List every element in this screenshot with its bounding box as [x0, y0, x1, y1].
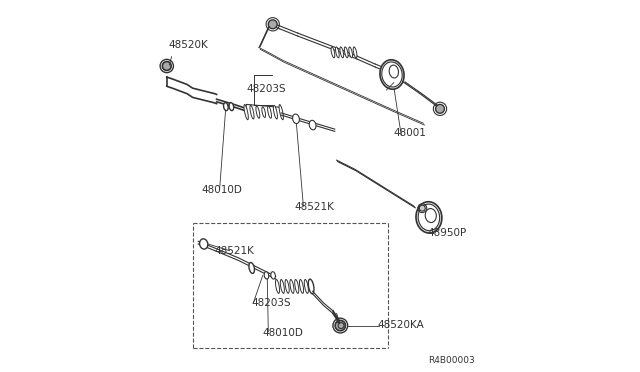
Ellipse shape [275, 279, 280, 294]
Ellipse shape [425, 209, 436, 222]
Ellipse shape [200, 239, 208, 249]
Ellipse shape [418, 204, 440, 231]
Text: 48520K: 48520K [168, 39, 209, 49]
Text: 48521K: 48521K [215, 246, 255, 256]
Text: 48001: 48001 [394, 128, 427, 138]
Text: 48010D: 48010D [202, 185, 243, 195]
Circle shape [268, 20, 277, 29]
Ellipse shape [340, 47, 344, 58]
Ellipse shape [416, 202, 442, 233]
Circle shape [419, 205, 425, 211]
Text: 48950P: 48950P [427, 228, 467, 238]
Ellipse shape [331, 47, 335, 58]
Ellipse shape [223, 103, 228, 110]
Circle shape [163, 62, 172, 70]
Text: 48010D: 48010D [263, 327, 303, 337]
Ellipse shape [279, 105, 284, 120]
Ellipse shape [268, 106, 271, 118]
Text: 48203S: 48203S [252, 298, 291, 308]
Ellipse shape [309, 120, 316, 130]
Ellipse shape [244, 105, 248, 120]
Ellipse shape [389, 65, 399, 78]
Ellipse shape [273, 105, 277, 119]
Ellipse shape [335, 47, 339, 58]
Circle shape [335, 320, 346, 331]
Ellipse shape [256, 106, 260, 118]
Ellipse shape [285, 279, 289, 294]
Ellipse shape [353, 47, 357, 58]
Ellipse shape [271, 272, 275, 279]
Ellipse shape [300, 279, 303, 294]
Ellipse shape [280, 279, 284, 294]
Ellipse shape [249, 263, 255, 273]
Ellipse shape [380, 60, 404, 89]
Ellipse shape [292, 114, 300, 124]
Ellipse shape [250, 105, 254, 119]
Ellipse shape [349, 47, 353, 58]
Ellipse shape [382, 62, 402, 87]
Ellipse shape [344, 47, 348, 58]
Ellipse shape [294, 279, 299, 294]
Text: 48520KA: 48520KA [377, 320, 424, 330]
Ellipse shape [308, 279, 314, 294]
Circle shape [436, 105, 444, 113]
Text: R4B00003: R4B00003 [428, 356, 475, 365]
Ellipse shape [264, 272, 269, 279]
Text: 48203S: 48203S [246, 84, 286, 94]
Ellipse shape [262, 107, 266, 118]
Ellipse shape [229, 103, 234, 110]
Ellipse shape [290, 279, 294, 294]
Ellipse shape [304, 279, 308, 294]
Text: 48521K: 48521K [294, 202, 334, 212]
